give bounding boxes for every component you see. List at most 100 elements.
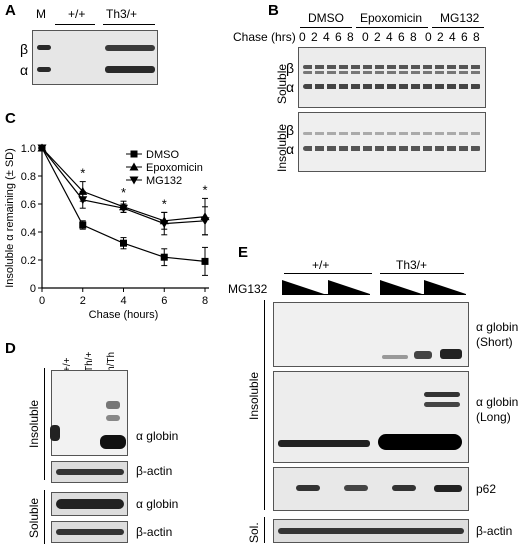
group-dmso-label: DMSO [308, 11, 344, 25]
e-long-upper-band [424, 392, 460, 397]
data-point [37, 144, 47, 153]
y-tick-label: 0.2 [21, 255, 36, 267]
insoluble-label-d: Insoluble [27, 399, 41, 448]
e-long-th3-bands [378, 434, 462, 450]
e-short-band-2 [440, 349, 462, 359]
th3-group-line [103, 24, 155, 25]
time-point: 6 [398, 30, 405, 44]
d-alpha-soluble-bands [56, 499, 124, 509]
time-point: 6 [461, 30, 468, 44]
d-actin-bands [56, 469, 124, 475]
e-p62-label: p62 [476, 482, 497, 496]
d-high-mw-band [106, 401, 120, 409]
wedge-base-1 [282, 294, 370, 295]
data-point [200, 217, 210, 226]
significance-star: * [202, 182, 207, 197]
d-actin-soluble-blot [51, 521, 128, 543]
mg132-wedge-2 [328, 280, 370, 294]
time-point: 4 [323, 30, 330, 44]
y-axis-label: Insoluble α remaining (± SD) [4, 148, 16, 288]
insoluble-bracket-e [264, 300, 265, 510]
time-point: 4 [386, 30, 393, 44]
soluble-label-d: Soluble [27, 497, 41, 538]
lane-m-label: M [36, 7, 46, 21]
insoluble-beta-bands [303, 132, 481, 135]
marker-band-alpha [37, 67, 51, 72]
mg132-wedge-3 [380, 280, 422, 294]
e-long-upper-band-2 [424, 402, 460, 407]
time-point: 2 [437, 30, 444, 44]
sol-label-e: Sol. [247, 522, 261, 543]
e-short-band-3 [382, 355, 408, 359]
insoluble-bracket-d [44, 368, 45, 480]
chase-hrs-label: Chase (hrs) [233, 30, 296, 44]
soluble-beta-label: β [286, 60, 295, 76]
insoluble-beta-label: β [286, 122, 295, 138]
data-point [129, 176, 139, 185]
significance-star: * [80, 166, 85, 181]
row-alpha-label: α [20, 62, 29, 78]
decay-chart: 0 0.2 0.4 0.6 0.8 1.0 0 2 4 6 8 Chase (hours) Insolu… [4, 143, 210, 321]
y-tick-label: 0.6 [21, 199, 36, 211]
group-epox-label: Epoxomicin [360, 11, 423, 25]
row-beta-label: β [20, 41, 29, 57]
soluble-beta-sub-bands [303, 71, 481, 74]
soluble-blot [298, 47, 486, 108]
e-th3-group-line [380, 273, 464, 274]
mg132-wedge-4 [424, 280, 466, 294]
x-tick-label: 2 [80, 295, 86, 307]
data-point [120, 239, 127, 247]
epox-group-line [356, 27, 428, 28]
data-point [78, 186, 88, 195]
panel-e-label: E [238, 244, 249, 261]
mg132-group-line [432, 27, 484, 28]
d-alpha-globin-label: α globin [136, 429, 179, 443]
e-actin-sol-blot [273, 519, 469, 543]
time-point: 0 [362, 30, 369, 44]
e-long-label: (Long) [476, 410, 511, 424]
insoluble-alpha-label: α [286, 141, 295, 157]
e-wt-group-line [284, 273, 372, 274]
mg132-wedge-1 [282, 280, 324, 294]
legend-label: DMSO [146, 149, 179, 161]
wt-group-label: +/+ [68, 7, 86, 21]
lane-th-het-label: Th/+ [84, 351, 95, 372]
d-high-mw-band-2 [106, 415, 120, 421]
d-alpha-insoluble-blot [50, 370, 128, 456]
e-short-band [414, 351, 432, 359]
x-tick-label: 8 [202, 295, 208, 307]
legend-label: Epoxomicin [146, 162, 203, 174]
significance-star: * [121, 185, 126, 200]
panel-c-label: C [5, 110, 16, 127]
time-point: 4 [449, 30, 456, 44]
d-alpha-band-thth [100, 435, 126, 449]
insoluble-alpha-bands [303, 146, 481, 151]
panel-d-label: D [5, 340, 16, 357]
legend-label: MG132 [146, 175, 182, 187]
y-tick-label: 0 [30, 283, 36, 295]
x-tick-label: 4 [120, 295, 126, 307]
data-point [159, 220, 169, 229]
time-point: 0 [425, 30, 432, 44]
time-point: 6 [335, 30, 342, 44]
mg132-label: MG132 [228, 282, 268, 296]
data-point [79, 221, 87, 229]
soluble-bracket-d [44, 490, 45, 544]
d-alpha-soluble-blot [51, 492, 128, 516]
d-actin-soluble-bands [56, 529, 124, 535]
e-beta-actin-sol-label: β-actin [476, 524, 513, 538]
e-alpha-long-blot [273, 371, 469, 463]
wedge-base-2 [380, 294, 466, 295]
th3-beta-bands [105, 45, 155, 51]
data-point [201, 257, 209, 265]
chart-axes: 0 0.2 0.4 0.6 0.8 1.0 0 2 4 6 8 Chase (hours) Insolu… [4, 143, 209, 321]
d-actin-insoluble-blot [51, 461, 128, 483]
e-p62-band-1 [296, 485, 320, 491]
e-p62-band-2 [344, 485, 368, 491]
y-tick-label: 0.8 [21, 171, 36, 183]
panel-b-label: B [268, 2, 279, 19]
x-tick-label: 0 [39, 295, 45, 307]
th3-alpha-bands [105, 66, 155, 73]
e-alpha-globin-long: α globin [476, 395, 519, 409]
x-axis-label: Chase (hours) [89, 309, 159, 321]
